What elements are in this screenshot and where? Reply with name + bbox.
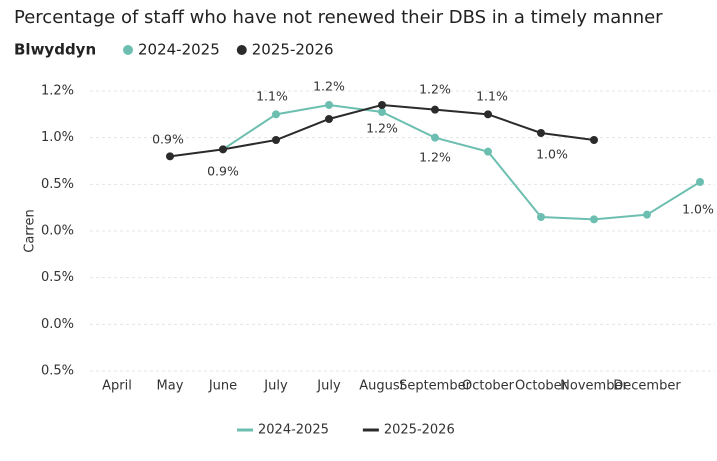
- data-label: 1.2%: [419, 82, 451, 97]
- data-point: [166, 152, 174, 161]
- data-label: 1.2%: [313, 79, 345, 94]
- y-tick-label: 0.0%: [41, 317, 74, 332]
- annotations: 0.9% 0.9% 1.1% 1.2% 1.2% 1.2% 1.2% 1.1% …: [152, 79, 714, 217]
- data-point: [325, 115, 333, 123]
- data-label: 1.2%: [366, 121, 398, 136]
- x-tick-label: May: [157, 379, 184, 394]
- legend-marker: [236, 45, 247, 55]
- x-tick-label: July: [316, 379, 341, 394]
- legend-label: 2025-2026: [384, 423, 455, 438]
- data-label: 1.1%: [256, 89, 288, 104]
- y-tick-label: 0.5%: [41, 177, 74, 192]
- legend-label: 2024-2025: [258, 423, 329, 438]
- legend-title: Blwyddyn: [14, 41, 96, 59]
- data-label: 1.0%: [682, 202, 714, 217]
- y-tick-label: 0.5%: [41, 270, 74, 285]
- x-tick-label: November: [560, 379, 628, 394]
- data-point: [378, 108, 386, 116]
- x-tick-label: July: [263, 379, 288, 394]
- x-tick-label: October: [462, 379, 515, 394]
- data-label: 1.1%: [476, 89, 508, 104]
- y-tick-label: 0.5%: [41, 364, 74, 379]
- data-point: [484, 147, 492, 156]
- x-tick-label: April: [102, 379, 132, 394]
- legend-label: 2025-2026: [252, 41, 334, 59]
- x-tick-label: June: [208, 379, 237, 394]
- data-point: [219, 145, 227, 154]
- y-tick-label: 1.0%: [41, 130, 74, 145]
- data-point: [325, 101, 333, 109]
- x-tick-label: August: [359, 379, 405, 394]
- data-point: [537, 129, 545, 137]
- data-point: [431, 105, 439, 114]
- data-label: 1.2%: [419, 150, 451, 165]
- data-point: [643, 210, 651, 219]
- data-point: [378, 101, 386, 109]
- y-tick-label: 1.2%: [41, 84, 74, 99]
- data-point: [590, 136, 598, 144]
- y-axis-title: Carren: [23, 209, 38, 252]
- legend-label: 2024-2025: [138, 41, 220, 59]
- x-tick-label: October: [515, 379, 568, 394]
- series-line: [222, 103, 701, 221]
- x-tick-label: September: [399, 379, 472, 394]
- data-label: 0.9%: [207, 164, 239, 179]
- data-point: [272, 136, 280, 144]
- data-point: [590, 215, 598, 224]
- legend-marker: [123, 45, 133, 55]
- data-point: [272, 110, 280, 119]
- data-point: [537, 213, 545, 221]
- data-label: 0.9%: [152, 132, 184, 147]
- data-point: [431, 133, 439, 142]
- data-label: 1.0%: [536, 147, 568, 162]
- data-point: [696, 178, 704, 186]
- chart-title: Percentage of staff who have not renewed…: [14, 7, 663, 28]
- data-point: [484, 110, 492, 119]
- y-tick-label: 0.0%: [41, 224, 74, 239]
- x-tick-label: December: [613, 379, 681, 394]
